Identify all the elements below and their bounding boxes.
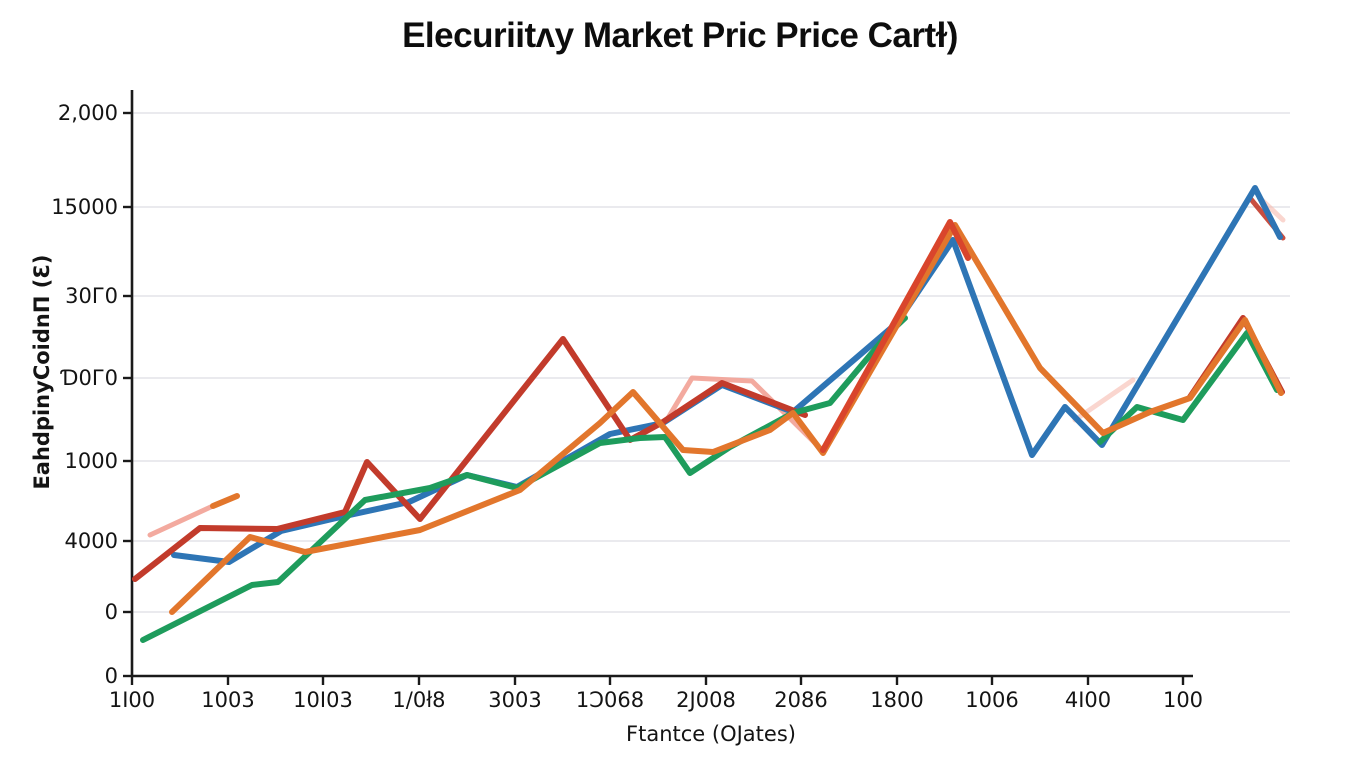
series-orange-line: [169, 222, 1284, 615]
series-blue-line: [171, 185, 1283, 565]
y-tick-label: 1000: [65, 449, 118, 473]
x-tick-label: 10I03: [293, 688, 353, 712]
y-tick-label: 15000: [51, 195, 118, 219]
x-tick-label: 2J008: [676, 688, 736, 712]
x-tick-label: 1I00: [109, 688, 155, 712]
x-axis-title: Ftantce (OJates): [626, 722, 796, 746]
x-tick-label: 1006: [965, 688, 1018, 712]
y-tick-label: 30Г0: [65, 284, 118, 308]
series-green-line: [1097, 330, 1280, 445]
x-tick-label: 4I00: [1065, 688, 1111, 712]
y-tick-label: 0: [105, 600, 118, 624]
chart-title: Elecuriitʌy Market Pric Price Cartɫ): [402, 16, 958, 55]
x-tick-label: 1Ɔ068: [576, 688, 644, 712]
y-tick-label: 4000: [65, 529, 118, 553]
x-tick-label: 100: [1163, 688, 1203, 712]
y-tick-label: 0: [105, 664, 118, 688]
x-tick-label: 1/0ł8: [392, 688, 445, 712]
series-red-peak-line: [820, 219, 971, 453]
x-tick-label: 3003: [488, 688, 541, 712]
series-salmon-fragments-line: [147, 502, 218, 538]
y-tick-label: Ɗ0Г0: [59, 366, 118, 390]
x-tick-label: 1800: [870, 688, 923, 712]
x-tick-label: 1003: [201, 688, 254, 712]
series-green-line: [140, 315, 908, 643]
y-tick-label: 2,000: [58, 101, 118, 125]
x-tick-label: 2086: [774, 688, 827, 712]
series-red-line: [132, 336, 808, 582]
series-orange-cap-fragment-line: [210, 493, 240, 509]
